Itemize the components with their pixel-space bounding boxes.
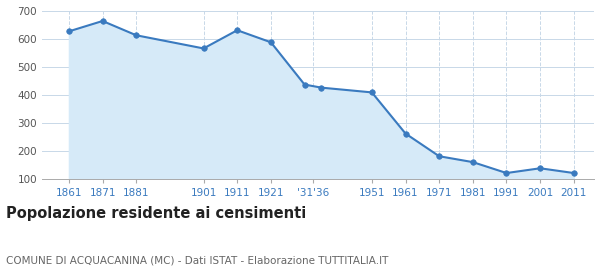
Text: COMUNE DI ACQUACANINA (MC) - Dati ISTAT - Elaborazione TUTTITALIA.IT: COMUNE DI ACQUACANINA (MC) - Dati ISTAT … [6,255,388,265]
Text: Popolazione residente ai censimenti: Popolazione residente ai censimenti [6,206,306,221]
